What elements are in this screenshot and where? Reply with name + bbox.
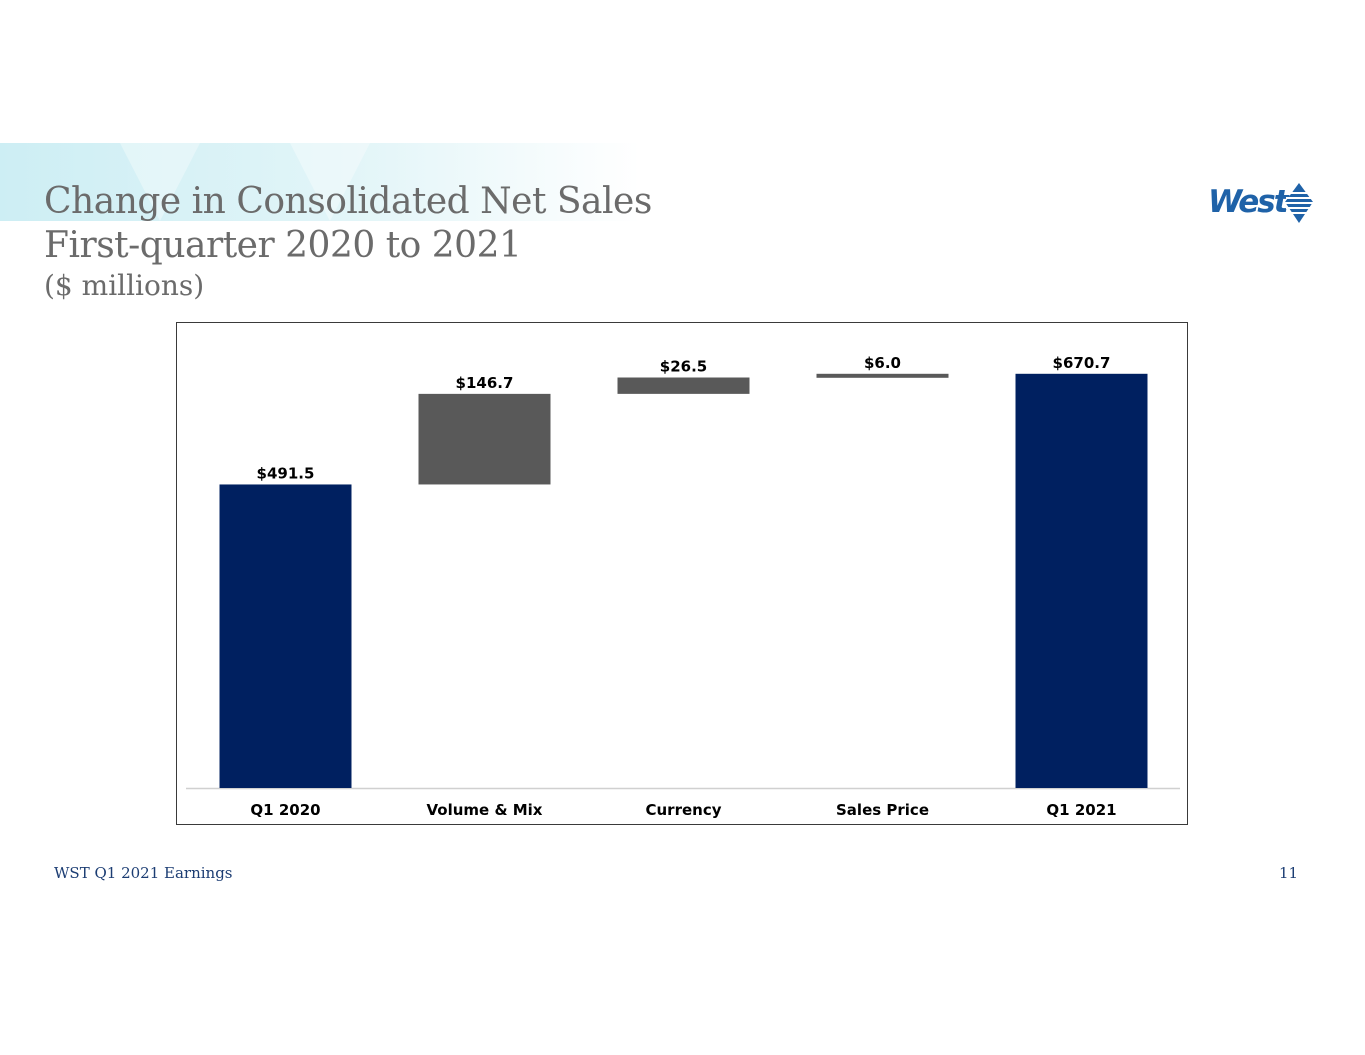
data-label-volume-mix: $146.7 [456,374,514,392]
tick-label-sales-price: Sales Price [836,801,929,819]
tick-label-volume-mix: Volume & Mix [427,801,543,819]
unit-note: ($ millions) [44,269,205,302]
banner-decoration [120,143,200,221]
tick-label-currency: Currency [645,801,721,819]
waterfall-chart: $491.5 Q1 2020 $146.7 Volume & Mix $26.5 Curr… [186,354,1180,819]
footer-label: WST Q1 2021 Earnings [54,864,233,882]
tick-label-q1-2020: Q1 2020 [250,801,320,819]
bar-sales-price [816,373,949,378]
tick-label-q1-2021: Q1 2021 [1046,801,1116,819]
data-label-q1-2021: $670.7 [1053,354,1111,372]
title-block: Change in Consolidated Net Sales First-q… [44,180,652,304]
chart-frame: $491.5 Q1 2020 $146.7 Volume & Mix $26.5 Curr… [176,322,1188,825]
page-number: 11 [1279,864,1299,882]
diamond-logo-icon [1285,183,1313,223]
bar-q1-2020 [219,484,352,788]
bar-q1-2021 [1015,373,1148,788]
west-logo: West [1208,180,1318,226]
data-label-currency: $26.5 [660,358,707,376]
bar-currency [617,377,750,394]
bar-volume-mix [418,393,551,485]
slide-subtitle: First-quarter 2020 to 2021 [44,225,522,266]
slide-title: Change in Consolidated Net Sales [44,181,652,222]
logo-wordmark: West [1208,184,1289,220]
data-label-q1-2020: $491.5 [257,464,315,482]
header-banner [0,143,640,221]
data-label-sales-price: $6.0 [864,354,901,372]
banner-decoration [290,143,370,221]
